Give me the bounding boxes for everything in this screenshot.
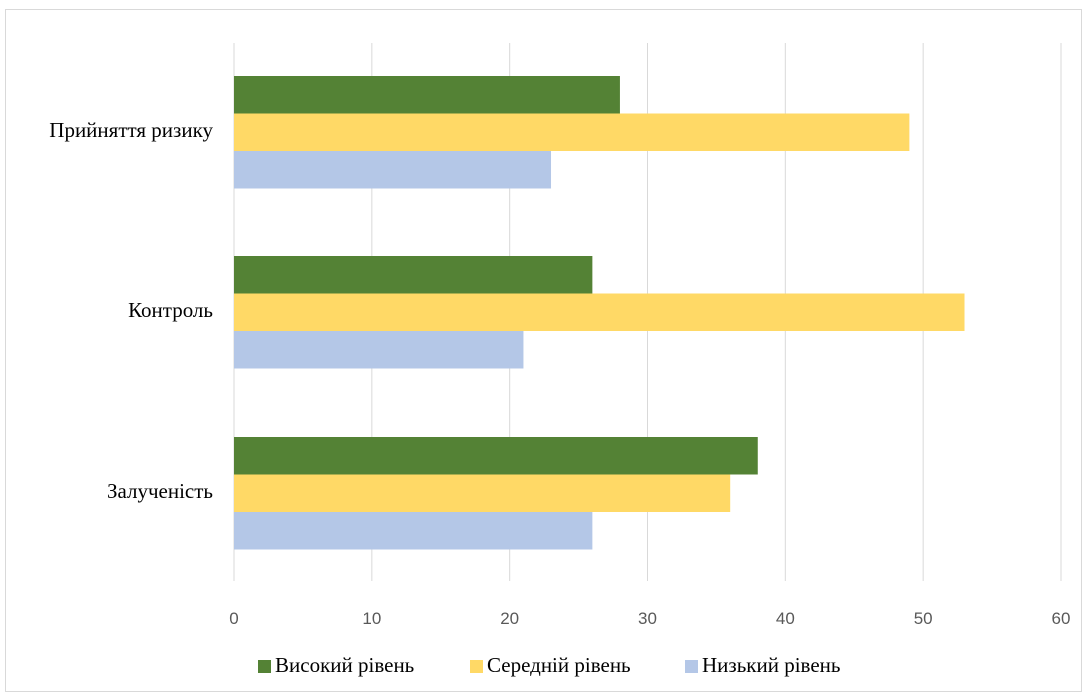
x-tick-label: 30 [638,609,657,628]
x-tick-label: 40 [776,609,795,628]
x-axis-tick-labels: 0 10 20 30 40 50 60 [229,609,1070,628]
x-tick-label: 0 [229,609,238,628]
bars [234,76,965,550]
legend-item: Низький рівень [685,653,840,677]
legend-label: Високий рівень [275,653,414,677]
bar-chart: Прийняття ризику Контроль Залученість 0 10 2… [49,43,1070,677]
bar [234,512,593,550]
bar [234,293,965,331]
x-tick-label: 60 [1052,609,1071,628]
bar [234,437,758,475]
category-label: Залученість [107,479,213,503]
category-label: Прийняття ризику [49,118,213,142]
legend-label: Низький рівень [702,653,840,677]
legend-label: Середній рівень [487,653,631,677]
legend-swatch [258,660,271,673]
x-tick-label: 10 [362,609,381,628]
bar [234,76,620,114]
bar [234,151,552,189]
x-tick-label: 20 [500,609,519,628]
legend-item: Середній рівень [470,653,631,677]
category-label: Контроль [128,298,213,322]
bar [234,256,593,294]
legend-item: Високий рівень [258,653,414,677]
legend-swatch [470,660,483,673]
bar [234,331,524,369]
chart-frame: Прийняття ризику Контроль Залученість 0 10 2… [5,9,1082,692]
bar [234,474,731,512]
legend: Високий рівень Середній рівень Низький рів… [258,653,840,677]
category-labels: Прийняття ризику Контроль Залученість [49,118,213,503]
legend-swatch [685,660,698,673]
x-tick-label: 50 [914,609,933,628]
bar [234,113,910,151]
